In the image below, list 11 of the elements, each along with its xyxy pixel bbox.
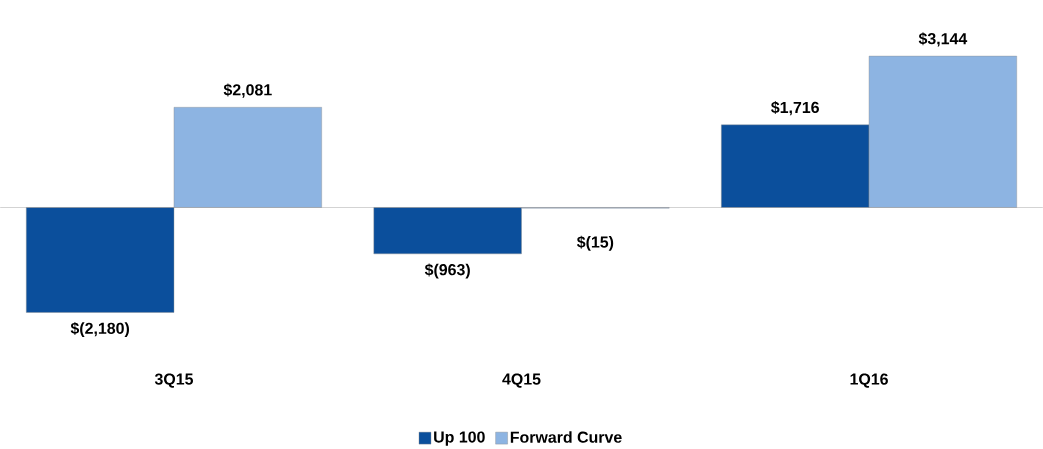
- data-label: $(2,180): [70, 321, 129, 338]
- data-label: $3,144: [918, 32, 968, 47]
- data-label: $1,716: [771, 101, 819, 116]
- legend-label: Forward Curve: [510, 431, 622, 443]
- x-tick-label: 3Q15: [154, 373, 194, 388]
- legend-label: Up 100: [434, 431, 485, 446]
- data-label: $(15): [576, 235, 614, 251]
- data-label: $2,081: [223, 83, 272, 98]
- x-tick-label: 4Q15: [502, 373, 541, 388]
- x-tick-label: 1Q16: [850, 373, 888, 388]
- data-label: $(963): [424, 263, 470, 279]
